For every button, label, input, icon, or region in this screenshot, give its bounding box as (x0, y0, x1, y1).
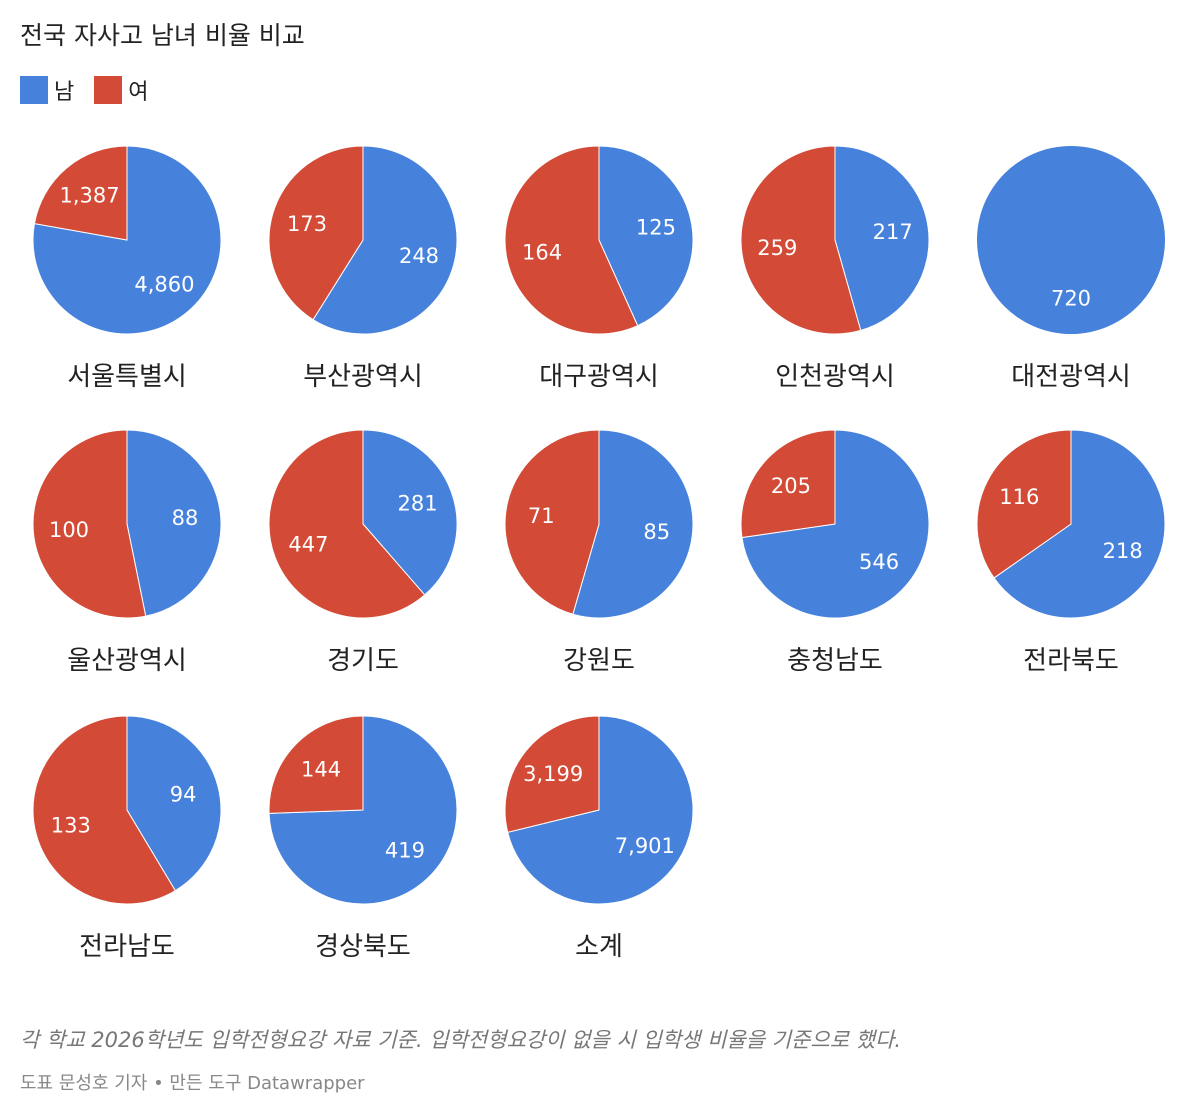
footnote: 각 학교 2026학년도 입학전형요강 자료 기준. 입학전형요강이 없을 시 … (20, 1028, 902, 1052)
pie-slice-female (32, 429, 147, 619)
pie-chart: 281 447 경기도 (245, 429, 481, 690)
pie-region-label: 충청남도 (787, 646, 883, 676)
legend-swatch-female (94, 76, 123, 104)
pie-slice-male (993, 429, 1166, 619)
pie-value-label-female: 205 (771, 474, 811, 498)
pie-chart: 7,901 3,199 소계 (481, 715, 717, 976)
pie-value-label-male: 546 (859, 550, 899, 574)
pie-chart: 217 259 인천광역시 (717, 145, 953, 406)
pie-slice-female (268, 429, 426, 619)
pie-slice-male (572, 429, 694, 619)
pie-value-label-male: 125 (636, 216, 676, 240)
pie-chart: 546 205 충청남도 (717, 429, 953, 690)
pie-svg: 88 100 (32, 429, 222, 619)
pie-svg: 217 259 (740, 145, 930, 335)
pie-slice-female (504, 715, 600, 833)
legend-label-female: 여 (128, 80, 149, 105)
pie-region-label: 전라남도 (79, 932, 175, 962)
pie-value-label-female: 144 (301, 758, 341, 782)
pie-region-label: 소계 (575, 932, 623, 962)
pie-slice-male (598, 145, 694, 327)
legend-label-male: 남 (54, 80, 75, 105)
pie-region-label: 대구광역시 (539, 362, 659, 392)
pie-value-label-male: 720 (1051, 286, 1091, 310)
pie-region-label: 전라북도 (1023, 646, 1119, 676)
pie-value-label-female: 100 (49, 518, 89, 542)
pie-value-label-male: 85 (643, 520, 670, 544)
pie-region-label: 부산광역시 (303, 362, 423, 392)
pie-value-label-male: 281 (398, 492, 438, 516)
pie-value-label-male: 419 (385, 838, 425, 862)
credit: 도표 문성호 기자 • 만든 도구 Datawrapper (20, 1073, 365, 1094)
legend-item-male: 남 (20, 74, 74, 106)
pie-slice-female (32, 715, 176, 905)
pie-svg: 281 447 (268, 429, 458, 619)
pie-chart: 88 100 울산광역시 (9, 429, 245, 690)
pie-svg: 85 71 (504, 429, 694, 619)
pie-slice-male (32, 145, 222, 335)
pie-value-label-female: 259 (757, 236, 797, 260)
pie-region-label: 경기도 (327, 646, 399, 676)
pie-value-label-male: 217 (873, 220, 913, 244)
pie-value-label-female: 1,387 (60, 183, 120, 207)
pie-slice-female (740, 145, 862, 335)
pie-chart: 419 144 경상북도 (245, 715, 481, 976)
pie-slice-female (268, 715, 364, 814)
pie-chart: 125 164 대구광역시 (481, 145, 717, 406)
pie-region-label: 서울특별시 (67, 362, 187, 392)
pie-slice-female (504, 145, 639, 335)
pie-value-label-female: 71 (528, 504, 555, 528)
pie-svg: 419 144 (268, 715, 458, 905)
chart-title: 전국 자사고 남녀 비율 비교 (20, 21, 305, 50)
pie-chart: 218 116 전라북도 (953, 429, 1189, 690)
pie-value-label-female: 3,199 (523, 762, 583, 786)
pie-slice-male (312, 145, 458, 335)
pie-region-label: 경상북도 (315, 932, 411, 962)
pie-slice-male (362, 429, 458, 596)
pie-slice-male (507, 715, 694, 905)
pie-slice-male (126, 429, 222, 617)
pie-region-label: 대전광역시 (1011, 362, 1131, 392)
pie-slice-female (268, 145, 364, 321)
pie-value-label-male: 94 (170, 782, 197, 806)
pie-slice-female (740, 429, 836, 539)
pie-value-label-male: 7,901 (615, 834, 675, 858)
pie-slice-male (126, 715, 222, 892)
pie-svg: 125 164 (504, 145, 694, 335)
legend: 남 여 (20, 74, 169, 106)
pie-svg: 720 (977, 146, 1165, 334)
pie-slice-male (268, 715, 458, 905)
pie-value-label-female: 116 (999, 485, 1039, 509)
pie-value-label-male: 88 (172, 506, 199, 530)
pie-region-label: 강원도 (563, 646, 635, 676)
pie-value-label-male: 248 (399, 244, 439, 268)
pie-slice-male (834, 145, 930, 332)
pie-value-label-female: 164 (522, 240, 562, 264)
pie-slice-female (976, 429, 1072, 579)
pie-grid: 4,860 1,387 서울특별시 248 173 부산광역시 125 164 대구광역시 217… (9, 145, 1189, 976)
pie-svg: 218 116 (976, 429, 1166, 619)
pie-value-label-male: 4,860 (134, 273, 194, 297)
pie-slice-female (504, 429, 600, 615)
pie-svg: 248 173 (268, 145, 458, 335)
pie-value-label-male: 218 (1103, 539, 1143, 563)
pie-chart: 4,860 1,387 서울특별시 (9, 145, 245, 406)
pie-svg: 4,860 1,387 (32, 145, 222, 335)
pie-slice-male (977, 146, 1165, 334)
pie-chart: 94 133 전라남도 (9, 715, 245, 976)
pie-value-label-female: 447 (288, 532, 328, 556)
pie-value-label-female: 173 (287, 212, 327, 236)
pie-svg: 546 205 (740, 429, 930, 619)
pie-chart: 248 173 부산광역시 (245, 145, 481, 406)
pie-value-label-female: 133 (51, 814, 91, 838)
legend-swatch-male (20, 76, 48, 104)
pie-svg: 94 133 (32, 715, 222, 905)
legend-item-female: 여 (94, 74, 149, 106)
pie-region-label: 울산광역시 (67, 646, 187, 676)
pie-slice-female (33, 145, 128, 241)
pie-svg: 7,901 3,199 (504, 715, 694, 905)
pie-chart: 85 71 강원도 (481, 429, 717, 690)
pie-region-label: 인천광역시 (775, 362, 895, 392)
pie-chart: 720 대전광역시 (953, 146, 1189, 406)
